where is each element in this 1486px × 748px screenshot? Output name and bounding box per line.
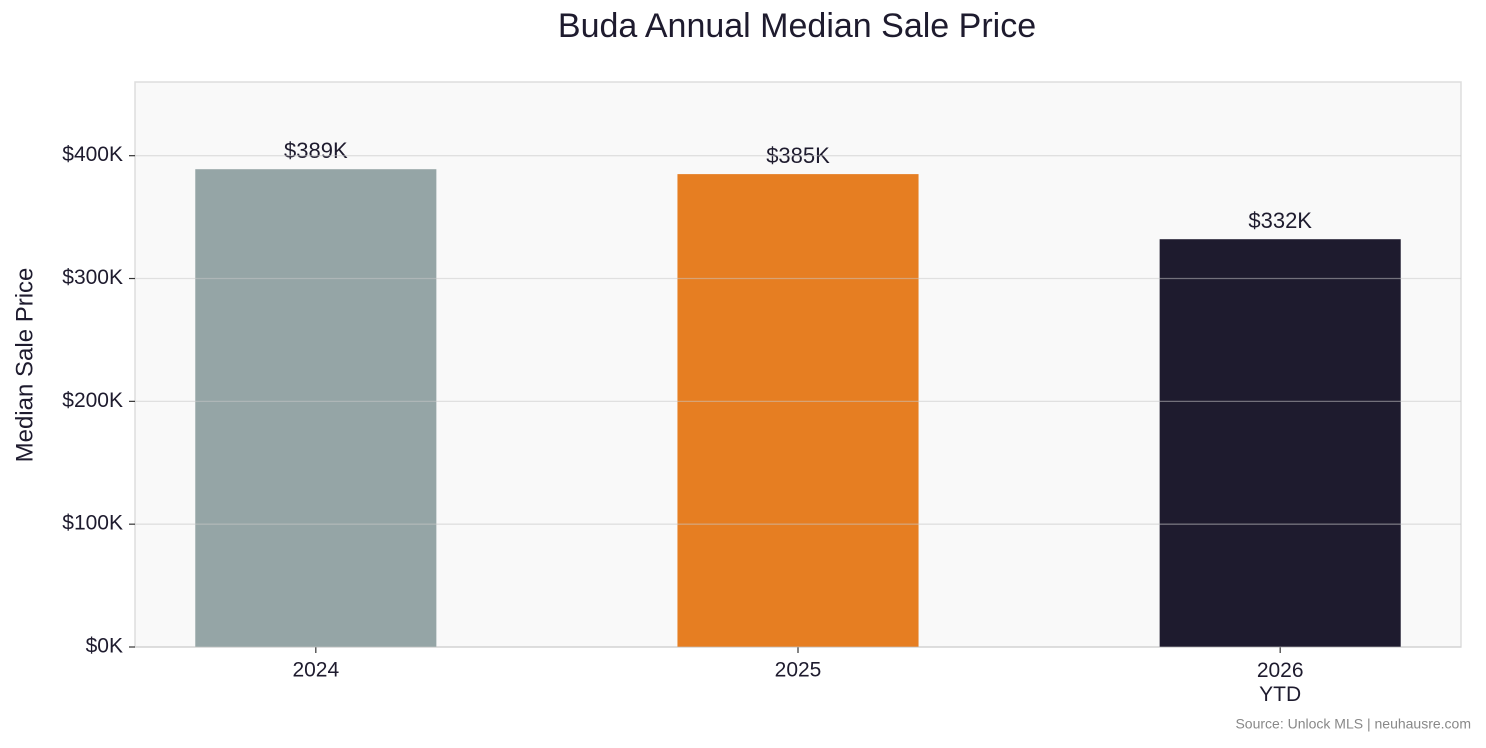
x-tick-label: 2025 bbox=[775, 659, 822, 682]
chart-title: Buda Annual Median Sale Price bbox=[558, 7, 1036, 45]
value-label: $389K bbox=[284, 138, 348, 163]
source-note: Source: Unlock MLS | neuhausre.com bbox=[1235, 716, 1471, 732]
y-tick-label: $200K bbox=[62, 389, 123, 412]
bar bbox=[1159, 239, 1401, 647]
y-tick-label: $0K bbox=[86, 635, 123, 658]
y-tick-label: $100K bbox=[62, 512, 123, 535]
y-tick-label: $400K bbox=[62, 143, 123, 166]
bar bbox=[677, 174, 919, 647]
x-tick-label: 2024 bbox=[292, 659, 339, 682]
value-label: $332K bbox=[1248, 208, 1312, 233]
bar bbox=[195, 169, 437, 647]
x-tick-label: 2026 YTD bbox=[1257, 659, 1304, 706]
y-axis-label: Median Sale Price bbox=[11, 268, 38, 463]
y-tick-label: $300K bbox=[62, 266, 123, 289]
